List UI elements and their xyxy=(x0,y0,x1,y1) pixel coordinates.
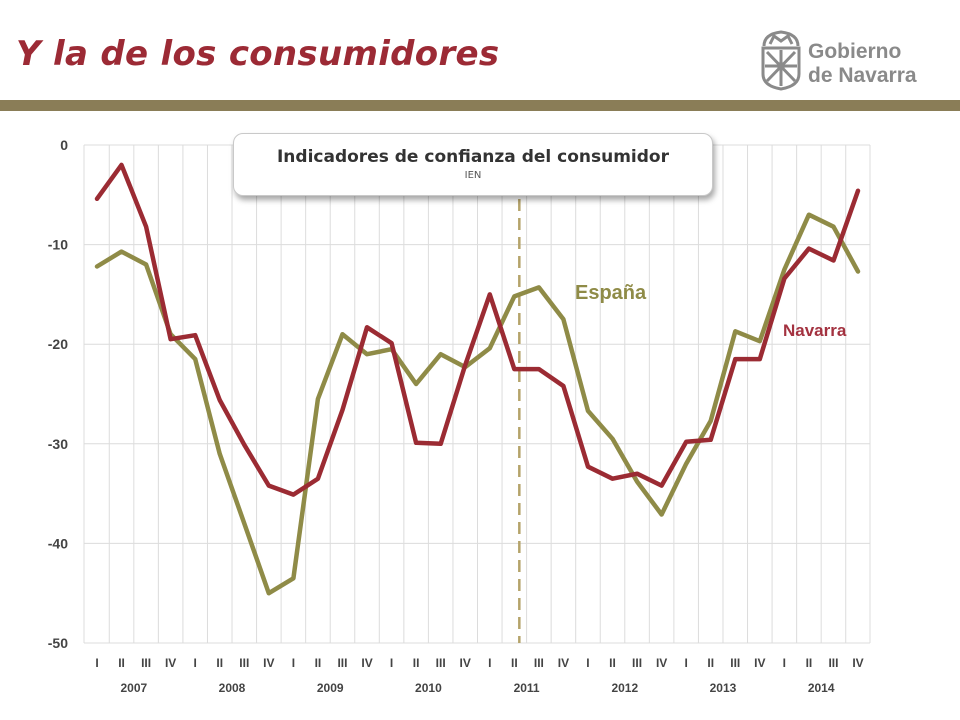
x-tick-label-18: III xyxy=(534,656,544,670)
x-tick-label-2: III xyxy=(141,656,151,670)
x-tick-label-13: II xyxy=(413,656,420,670)
x-tick-label-21: II xyxy=(609,656,616,670)
x-tick-label-1: II xyxy=(118,656,125,670)
y-tick-label-2: -20 xyxy=(48,336,68,352)
y-tick-labels: 0 -10 -20 -30 -40 -50 xyxy=(48,137,68,651)
chart-caption-box: Indicadores de confianza del consumidor … xyxy=(233,133,713,196)
x-tick-labels: I II III IV I II III IV I II III IV I II III IV I II III IV… xyxy=(95,656,863,695)
year-label-2011: 2011 xyxy=(514,681,540,695)
x-tick-label-29: II xyxy=(806,656,813,670)
x-tick-label-9: II xyxy=(315,656,322,670)
y-tick-label-1: -10 xyxy=(48,237,68,253)
y-tick-label-4: -40 xyxy=(48,535,68,551)
x-tick-label-0: I xyxy=(95,656,98,670)
chart-subtitle: IEN xyxy=(464,170,482,181)
x-tick-label-20: I xyxy=(586,656,589,670)
x-tick-label-19: IV xyxy=(558,656,569,670)
x-tick-label-7: IV xyxy=(263,656,274,670)
navarra-coat-of-arms-icon xyxy=(761,30,801,91)
year-label-2008: 2008 xyxy=(219,681,246,695)
x-tick-label-24: I xyxy=(684,656,687,670)
x-tick-label-10: III xyxy=(337,656,347,670)
x-tick-label-31: IV xyxy=(852,656,863,670)
x-tick-label-14: III xyxy=(436,656,446,670)
x-tick-label-5: II xyxy=(216,656,223,670)
year-label-2009: 2009 xyxy=(317,681,344,695)
year-label-2010: 2010 xyxy=(415,681,442,695)
x-tick-label-16: I xyxy=(488,656,491,670)
x-tick-label-23: IV xyxy=(656,656,667,670)
slide-title: Y la de los consumidores xyxy=(16,34,500,74)
x-tick-label-12: I xyxy=(390,656,393,670)
gobierno-navarra-logo: Gobierno de Navarra xyxy=(758,28,938,96)
x-tick-label-26: III xyxy=(730,656,740,670)
x-tick-label-25: II xyxy=(707,656,714,670)
year-label-2012: 2012 xyxy=(611,681,638,695)
x-tick-label-3: IV xyxy=(165,656,176,670)
x-tick-label-6: III xyxy=(239,656,249,670)
logo-line-2: de Navarra xyxy=(808,64,917,87)
y-tick-label-3: -30 xyxy=(48,436,68,452)
logo-wordmark: Gobierno de Navarra xyxy=(808,40,917,88)
series-line-0 xyxy=(94,212,861,596)
gridlines xyxy=(83,144,871,644)
x-tick-label-4: I xyxy=(194,656,197,670)
year-label-2014: 2014 xyxy=(808,681,835,695)
line-chart: 0-10-20-30-40-50 I II III IV I II III IV I II III I… xyxy=(48,137,871,695)
x-tick-label-8: I xyxy=(292,656,295,670)
series-lines xyxy=(94,162,861,596)
series-label-0: España xyxy=(575,282,647,304)
x-tick-label-11: IV xyxy=(361,656,372,670)
series-labels: España Navarra xyxy=(575,282,847,340)
header-divider xyxy=(0,100,960,111)
series-line-1 xyxy=(94,162,861,497)
x-tick-label-22: III xyxy=(632,656,642,670)
year-label-2013: 2013 xyxy=(710,681,737,695)
x-tick-label-30: III xyxy=(828,656,838,670)
y-tick-label-5: -50 xyxy=(48,635,68,651)
y-tick-label-0: 0 xyxy=(60,137,68,153)
x-tick-label-17: II xyxy=(511,656,518,670)
chart-title: Indicadores de confianza del consumidor xyxy=(276,147,669,167)
year-label-2007: 2007 xyxy=(120,681,147,695)
x-tick-label-15: IV xyxy=(460,656,471,670)
series-label-1: Navarra xyxy=(783,321,847,340)
x-tick-label-27: IV xyxy=(754,656,765,670)
logo-line-1: Gobierno xyxy=(808,40,902,63)
x-tick-label-28: I xyxy=(783,656,786,670)
